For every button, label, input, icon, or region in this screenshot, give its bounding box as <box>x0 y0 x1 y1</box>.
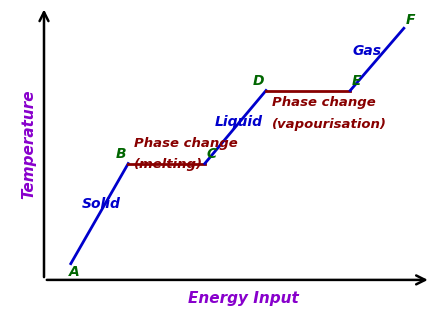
Text: Solid: Solid <box>81 197 121 211</box>
Text: E: E <box>352 74 362 88</box>
Text: Energy Input: Energy Input <box>188 291 298 306</box>
Text: D: D <box>253 74 264 88</box>
Text: Liquid: Liquid <box>214 115 262 129</box>
Text: A: A <box>69 265 80 279</box>
Text: Gas: Gas <box>352 44 381 58</box>
Text: (melting): (melting) <box>134 158 203 171</box>
Text: Temperature: Temperature <box>21 90 36 199</box>
Text: Phase change: Phase change <box>134 137 238 150</box>
Text: B: B <box>116 147 126 161</box>
Text: C: C <box>207 147 217 161</box>
Text: (vapourisation): (vapourisation) <box>272 118 387 131</box>
Text: Phase change: Phase change <box>272 96 375 109</box>
Text: F: F <box>406 13 415 27</box>
